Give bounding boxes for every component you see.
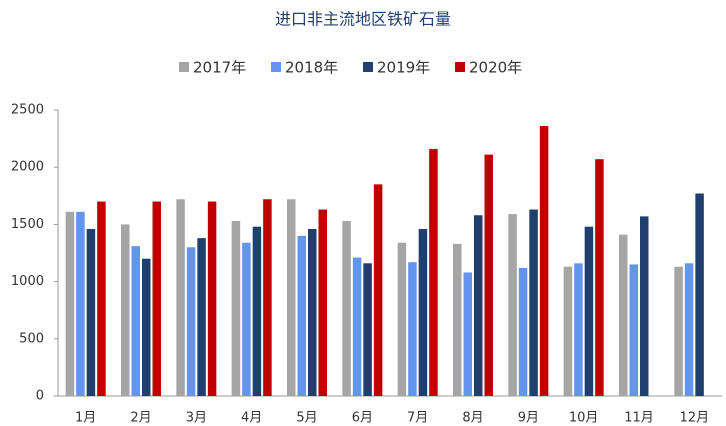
- x-tick-label: 7月: [407, 411, 428, 426]
- x-tick-label: 1月: [75, 411, 96, 426]
- bar: [231, 220, 241, 396]
- bar: [619, 234, 628, 396]
- bar: [463, 272, 472, 396]
- bar: [97, 201, 106, 396]
- bar: [429, 148, 438, 396]
- x-tick-label: 3月: [186, 411, 207, 426]
- chart-title: 进口非主流地区铁矿石量: [275, 10, 451, 29]
- bar: [474, 215, 483, 396]
- legend-swatch: [179, 62, 189, 72]
- legend-label: 2017年: [193, 59, 246, 77]
- bar: [418, 228, 428, 396]
- bar: [453, 243, 462, 396]
- y-tick-label: 2500: [11, 103, 44, 118]
- bar: [252, 226, 262, 396]
- bar: [242, 242, 251, 396]
- x-tick-label: 4月: [241, 411, 262, 426]
- bar: [584, 226, 594, 396]
- x-tick-label: 10月: [569, 411, 599, 426]
- x-tick-label: 2月: [130, 411, 151, 426]
- bar: [352, 257, 362, 396]
- y-tick-label: 2000: [11, 160, 44, 175]
- bar: [176, 199, 185, 396]
- bar: [397, 242, 407, 396]
- bar: [121, 224, 130, 396]
- bar: [197, 238, 206, 396]
- bar: [76, 211, 85, 396]
- bar: [142, 258, 151, 396]
- bar: [363, 263, 372, 396]
- legend-label: 2018年: [285, 59, 338, 77]
- bar: [287, 199, 296, 396]
- bar: [563, 266, 573, 396]
- legend-swatch: [363, 62, 373, 72]
- bar: [484, 154, 493, 396]
- x-tick-label: 8月: [462, 411, 483, 426]
- bar: [152, 201, 161, 396]
- bar: [342, 220, 351, 396]
- bar: [373, 184, 383, 396]
- bar: [574, 263, 583, 396]
- legend-label: 2019年: [377, 59, 430, 77]
- bar: [207, 201, 217, 396]
- bar: [629, 264, 638, 396]
- bar: [595, 159, 604, 396]
- x-tick-label: 6月: [352, 411, 373, 426]
- y-tick-label: 1000: [11, 274, 44, 289]
- bar: [65, 211, 75, 396]
- x-tick-label: 9月: [518, 411, 539, 426]
- bar: [297, 235, 306, 396]
- legend-swatch: [271, 62, 281, 72]
- bar: [529, 209, 538, 396]
- legend-label: 2020年: [469, 59, 522, 77]
- bar: [508, 214, 517, 396]
- bar: [640, 216, 649, 396]
- bar: [86, 228, 96, 396]
- bar: [539, 126, 549, 397]
- bar: [318, 209, 327, 396]
- bar: [674, 266, 683, 396]
- y-tick-label: 500: [19, 331, 44, 346]
- x-tick-label: 11月: [624, 411, 654, 426]
- bar: [518, 267, 528, 396]
- bar: [408, 262, 417, 396]
- bar: [695, 193, 704, 396]
- legend-swatch: [455, 62, 465, 72]
- x-tick-label: 5月: [296, 411, 317, 426]
- bar: [131, 246, 140, 396]
- bar: [684, 263, 694, 396]
- bar: [308, 228, 317, 396]
- y-tick-label: 1500: [11, 217, 44, 232]
- y-tick-label: 0: [36, 389, 44, 404]
- bar: [186, 247, 196, 396]
- x-tick-label: 12月: [680, 411, 710, 426]
- bar: [263, 199, 272, 396]
